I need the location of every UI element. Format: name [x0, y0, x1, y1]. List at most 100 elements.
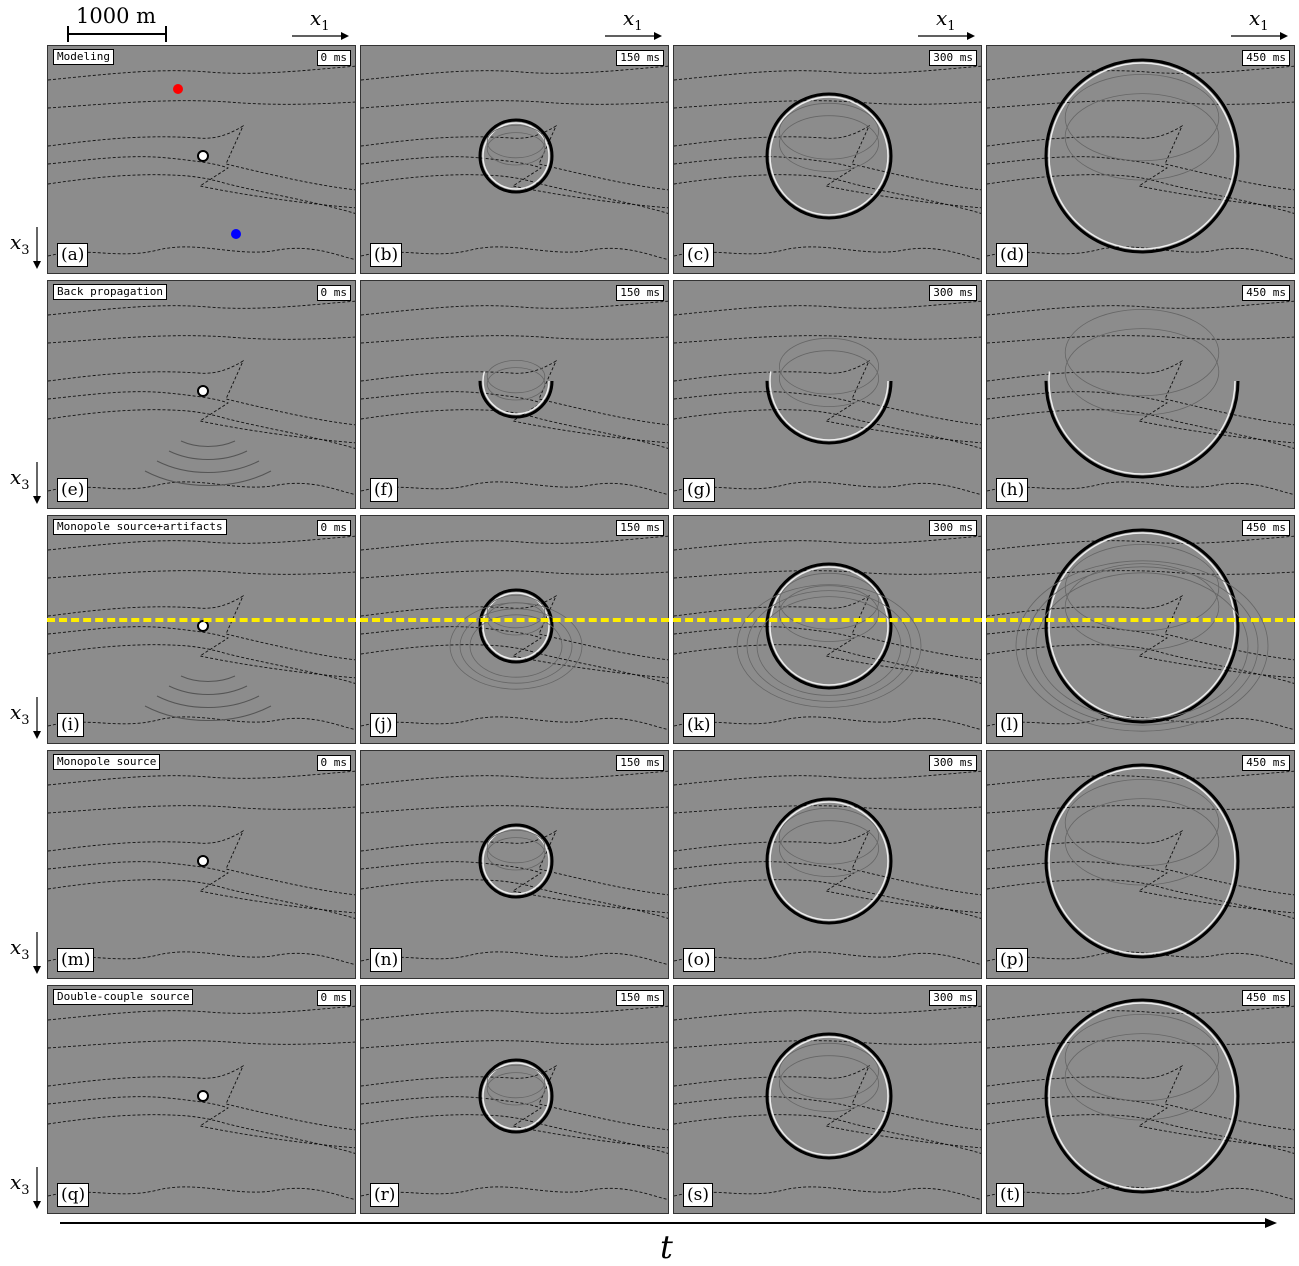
- panel-t: 450 ms (t): [986, 985, 1295, 1214]
- interface-line: [48, 300, 355, 316]
- interface-line: [987, 594, 1294, 661]
- row-title: Double-couple source: [53, 989, 194, 1005]
- x3-arrow: [33, 227, 41, 269]
- interface-line: [674, 174, 981, 214]
- source-point: [197, 1090, 209, 1102]
- wavefront-highlight: [482, 592, 550, 660]
- wavefront-highlight: [769, 566, 889, 686]
- x3-axis-label: x3: [10, 230, 30, 258]
- interface-line: [361, 156, 668, 209]
- panel-q: Double-couple source 0 ms (q): [47, 985, 356, 1214]
- interface-line: [361, 805, 668, 814]
- wavefront: [478, 823, 554, 899]
- interface-line: [987, 829, 1294, 896]
- interface-line: [674, 716, 981, 730]
- interface-line: [361, 1005, 668, 1021]
- panel-d: 450 ms (d): [986, 45, 1295, 274]
- reflection-arc: [486, 359, 546, 394]
- wavefront-highlight: [1048, 287, 1236, 475]
- interface-line: [674, 246, 981, 260]
- x3-arrow: [33, 697, 41, 739]
- interface-line: [361, 879, 668, 919]
- reflection-arc: [1064, 543, 1220, 632]
- artifact-ripple: [156, 460, 260, 473]
- interface-line: [48, 359, 355, 426]
- interface-line: [48, 1040, 355, 1049]
- reflection-arc: [1064, 93, 1220, 181]
- panel-letter: (r): [370, 1183, 400, 1207]
- interface-line: [48, 805, 355, 814]
- interface-line: [361, 335, 668, 344]
- panel-l: 450 ms (l): [986, 515, 1295, 744]
- x1-arrow: [918, 32, 975, 40]
- artifact-ripple: [144, 705, 272, 721]
- artifact-ripple: [168, 685, 248, 695]
- wavefront-highlight: [482, 827, 550, 895]
- time-arrow: [60, 1218, 1277, 1228]
- wavefield-image: [48, 1005, 355, 1200]
- wavefield-image: [987, 528, 1294, 732]
- panel-letter: (a): [57, 243, 89, 267]
- interface-line: [674, 770, 981, 786]
- interface-line: [48, 1005, 355, 1021]
- wavefront-highlight: [769, 801, 889, 921]
- interface-line: [48, 570, 355, 579]
- wavefield-image: [361, 1005, 668, 1200]
- interface-line: [361, 770, 668, 786]
- reflection-arc: [486, 829, 546, 864]
- reflection-arc: [779, 585, 879, 642]
- interface-line: [674, 644, 981, 684]
- wavefront: [1044, 283, 1240, 479]
- interface-line: [674, 481, 981, 495]
- interface-line: [674, 951, 981, 965]
- wavefront: [478, 118, 554, 194]
- interface-line: [48, 174, 355, 214]
- wavefront-highlight: [1048, 62, 1236, 250]
- artifact-ripple: [1025, 566, 1259, 726]
- panel-o: 300 ms (o): [673, 750, 982, 979]
- interface-line: [48, 409, 355, 449]
- interface-line: [361, 644, 668, 684]
- interface-line: [674, 879, 981, 919]
- interface-line: [48, 65, 355, 81]
- interface-line: [48, 1186, 355, 1200]
- reflection-arc: [779, 820, 879, 877]
- interface-line: [674, 594, 981, 661]
- interface-line: [361, 65, 668, 81]
- interface-line: [674, 1064, 981, 1131]
- wavefield-image: [48, 535, 355, 730]
- time-label: 300 ms: [929, 285, 977, 301]
- interface-line: [361, 246, 668, 260]
- interface-line: [674, 100, 981, 109]
- interface-line: [674, 829, 981, 896]
- panel-p: 450 ms (p): [986, 750, 1295, 979]
- interface-line: [987, 644, 1294, 684]
- interface-line: [361, 626, 668, 679]
- reflection-arc: [486, 1064, 546, 1099]
- interface-line: [674, 1096, 981, 1149]
- interface-line: [987, 770, 1294, 786]
- wavefront-highlight: [769, 1036, 889, 1156]
- wavefield-image: [987, 58, 1294, 260]
- interface-line: [361, 1096, 668, 1149]
- x1-axis-label: x1: [1249, 6, 1269, 34]
- time-label: 450 ms: [1242, 520, 1290, 536]
- reflection-arc: [779, 1042, 879, 1100]
- interface-line: [987, 805, 1294, 814]
- time-label: 450 ms: [1242, 755, 1290, 771]
- interface-line: [674, 359, 981, 426]
- wavefield-image: [674, 1005, 981, 1200]
- interface-line: [674, 391, 981, 444]
- source-point: [197, 385, 209, 397]
- time-label: 300 ms: [929, 50, 977, 66]
- time-label: 150 ms: [616, 990, 664, 1006]
- x1-axis-label: x1: [623, 6, 643, 34]
- x1-arrow: [292, 32, 349, 40]
- artifact-ripple: [449, 602, 583, 690]
- interface-line: [674, 65, 981, 81]
- interface-line: [361, 359, 668, 426]
- interface-line: [987, 409, 1294, 449]
- artifact-ripple: [168, 450, 248, 460]
- time-label: 150 ms: [616, 285, 664, 301]
- interface-line: [674, 570, 981, 579]
